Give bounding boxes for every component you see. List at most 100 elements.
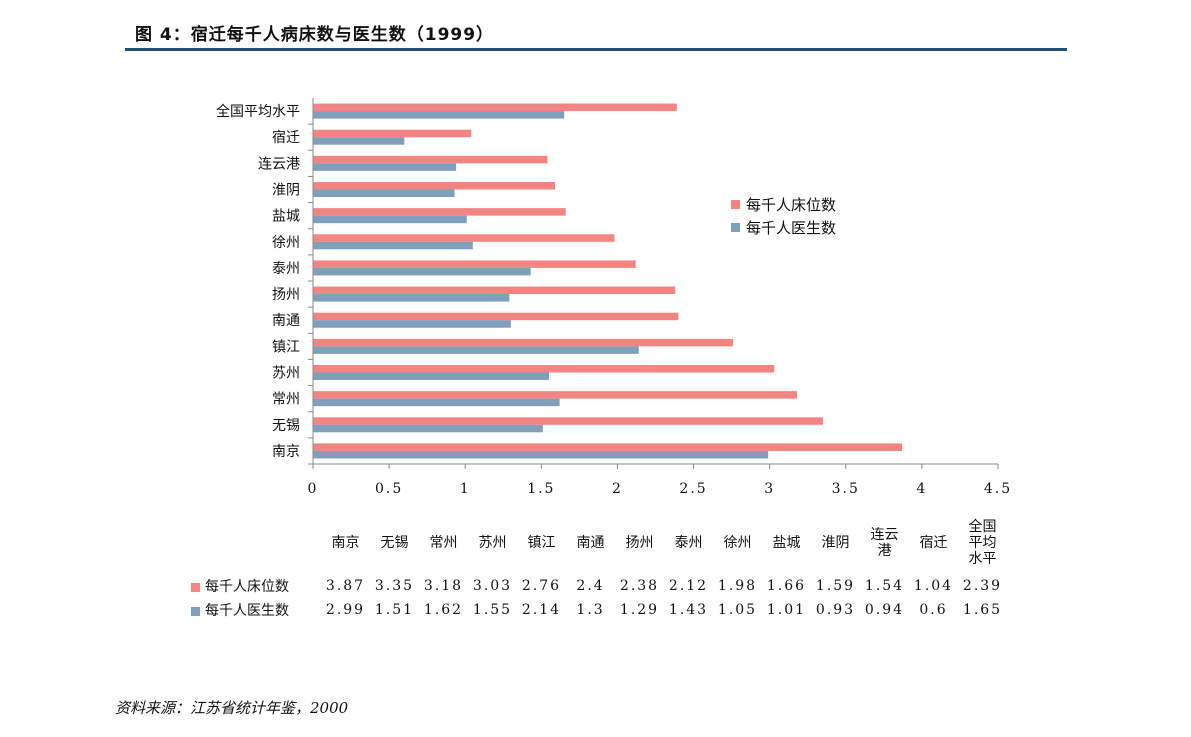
table-column-header-line: 宿迁: [919, 535, 948, 551]
table-cell: 1.55: [472, 602, 513, 618]
table-column-header-line: 南京: [331, 535, 360, 551]
table-cell: 3.87: [325, 578, 366, 594]
table-cell: 2.12: [668, 578, 709, 594]
bar-doctors: [313, 137, 405, 145]
data-table: 南京 无锡 常州 苏州 镇江 南通 扬州 泰州 徐州 盐城 淮阴 连云港宿迁 全国 平均 水平 每千人床位数…: [185, 512, 1007, 622]
title-divider: [125, 48, 1067, 51]
bar-doctors: [313, 189, 455, 197]
table-row: 每千人床位数 3.87 3.35 3.18 3.03 2.76 2.4 2.38 2.12 1.9…: [185, 574, 1007, 598]
table-column-header-line: 苏州: [478, 535, 507, 551]
table-column-header: 盐城: [762, 512, 811, 574]
table-cell: 1.04: [913, 578, 954, 594]
bar-beds: [313, 443, 903, 451]
table-cell: 1.62: [423, 602, 464, 618]
table-cell: 1.3: [576, 602, 605, 618]
bar-beds: [313, 338, 734, 347]
x-tick-label: 1.5: [527, 481, 555, 497]
table-cell: 1.05: [717, 602, 758, 618]
x-tick-label: 0: [308, 481, 319, 497]
table-cell: 0.94: [864, 602, 905, 618]
table-cell: 1.66: [766, 578, 807, 594]
bar-beds: [313, 286, 676, 295]
table-cell: 3.18: [423, 578, 464, 594]
bar-beds: [313, 234, 615, 242]
table-column-header-line: 常州: [429, 535, 458, 551]
table-cell: 2.39: [962, 578, 1003, 594]
bar-doctors: [313, 294, 510, 302]
table-column-header-line: 水平: [968, 551, 997, 567]
category-label: 徐州: [272, 235, 300, 251]
bar-beds: [313, 312, 679, 321]
table-column-header-line: 无锡: [380, 535, 409, 551]
x-tick-label: 4.5: [984, 481, 1012, 497]
legend-swatch: [191, 606, 200, 616]
category-label: 南通: [272, 313, 300, 329]
table-column-header: 苏州: [468, 512, 517, 574]
legend-label: 每千人医生数: [746, 219, 836, 237]
x-tick-label: 4: [916, 481, 927, 497]
table-corner-cell: [185, 512, 321, 574]
x-tick-label: 1: [460, 481, 471, 497]
legend-swatch: [191, 582, 200, 592]
table-cell: 1.65: [962, 602, 1003, 618]
category-label: 苏州: [272, 366, 300, 382]
category-label: 淮阴: [272, 183, 300, 199]
x-tick-label: 3: [764, 481, 775, 497]
table-row-label-text: 每千人床位数: [205, 579, 289, 595]
table-column-header-line: 徐州: [723, 535, 752, 551]
table-column-header-line: 淮阴: [821, 535, 850, 551]
source-note: 资料来源：江苏省统计年鉴，2000: [115, 699, 349, 717]
bar-doctors: [313, 320, 511, 328]
bar-doctors: [313, 215, 467, 224]
table-cell: 2.76: [521, 578, 562, 594]
table-column-header-line: 全国: [968, 519, 997, 535]
table-column-header-line: 扬州: [625, 535, 654, 551]
bar-beds: [313, 365, 775, 373]
x-tick-label: 3.5: [832, 481, 860, 497]
bar-beds: [313, 208, 566, 216]
table-cell: 1.59: [815, 578, 856, 594]
table-cell: 2.99: [325, 602, 366, 618]
table-column-header: 镇江: [517, 512, 566, 574]
table-column-header-line: 港: [877, 543, 892, 559]
table-cell: 0.6: [919, 602, 948, 618]
table-column-header-line: 平均: [968, 535, 997, 551]
table-cell: 2.4: [576, 578, 605, 594]
bar-doctors: [313, 267, 531, 276]
table-row-label: 每千人床位数: [185, 574, 321, 598]
table-row-label-text: 每千人医生数: [205, 603, 289, 619]
table-column-header: 全国 平均 水平: [958, 512, 1007, 574]
bar-doctors: [313, 450, 769, 459]
table-cell: 1.43: [668, 602, 709, 618]
table-row: 每千人医生数 2.99 1.51 1.62 1.55 2.14 1.3 1.29 1.43 1.0…: [185, 598, 1007, 622]
bar-beds: [313, 417, 823, 425]
table-cell: 3.35: [374, 578, 415, 594]
bar-doctors: [313, 241, 473, 250]
table-column-header-line: 盐城: [772, 535, 801, 551]
table-column-header-line: 镇江: [527, 535, 556, 551]
x-tick-label: 2: [612, 481, 623, 497]
table-cell: 3.03: [472, 578, 513, 594]
legend-swatch: [731, 200, 740, 209]
bar-beds: [313, 103, 677, 112]
table-cell: 1.98: [717, 578, 758, 594]
bar-beds: [313, 260, 636, 268]
category-label: 泰州: [272, 261, 300, 277]
table-column-header-line: 南通: [576, 535, 605, 551]
table-column-header: 淮阴: [811, 512, 860, 574]
bar-doctors: [313, 424, 543, 433]
bar-doctors: [313, 398, 560, 407]
table-column-header: 常州: [419, 512, 468, 574]
table-cell: 1.29: [619, 602, 660, 618]
bar-beds: [313, 129, 472, 138]
bar-beds: [313, 391, 798, 399]
bar-doctors: [313, 163, 457, 171]
table-cell: 0.93: [815, 602, 856, 618]
category-label: 宿迁: [272, 129, 300, 146]
table-cell: 1.01: [766, 602, 807, 618]
table-column-header: 连云港: [860, 512, 909, 574]
table-cell: 2.38: [619, 578, 660, 594]
category-label: 连云港: [258, 156, 300, 172]
category-label: 全国平均水平: [216, 103, 300, 120]
table-row-label: 每千人医生数: [185, 598, 321, 622]
